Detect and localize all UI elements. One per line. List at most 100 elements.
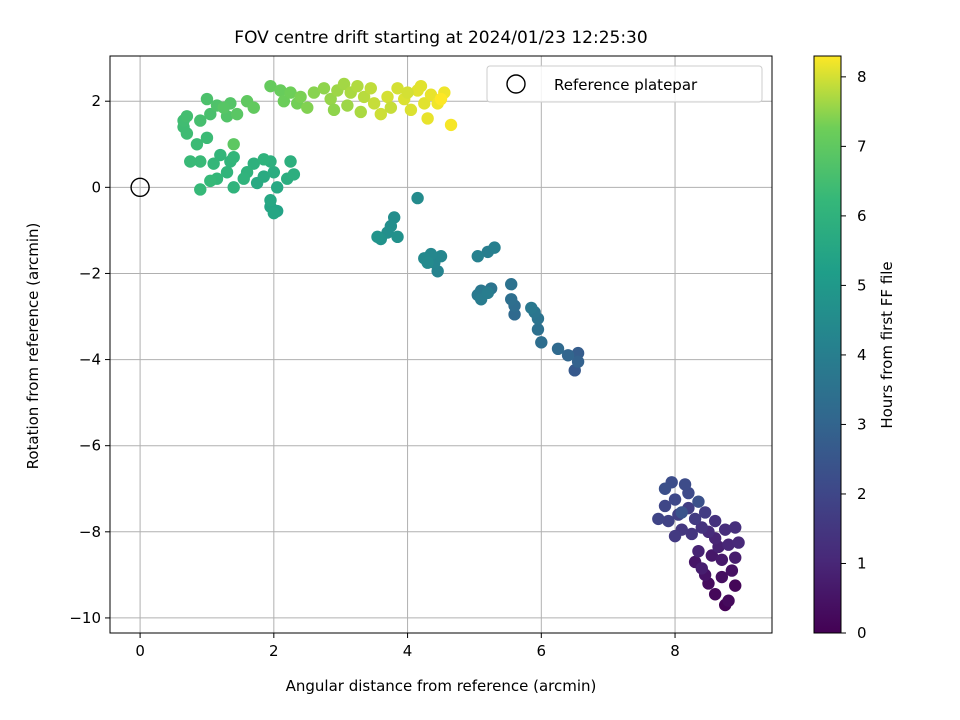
data-point	[481, 286, 495, 300]
data-point	[421, 112, 434, 125]
data-point	[190, 138, 204, 151]
data-point	[729, 521, 742, 534]
colorbar-tick-label: 0	[857, 624, 867, 642]
data-point	[732, 536, 745, 549]
colorbar-tick-label: 7	[857, 137, 867, 155]
data-point	[204, 174, 217, 188]
x-tick-label: 0	[135, 642, 145, 660]
y-tick-label: −2	[79, 264, 101, 282]
data-point	[561, 349, 575, 362]
data-point	[227, 150, 240, 164]
data-point	[525, 301, 538, 315]
data-point	[535, 336, 548, 349]
data-point	[374, 107, 388, 121]
y-tick-label: 0	[91, 178, 101, 196]
data-point	[708, 588, 722, 601]
data-point	[571, 355, 585, 368]
colorbar-gradient	[813, 55, 842, 634]
data-point	[301, 101, 314, 114]
data-point	[220, 166, 234, 179]
data-point	[204, 107, 217, 121]
data-point	[668, 493, 682, 506]
data-point	[722, 594, 735, 607]
data-point	[692, 544, 705, 558]
data-point	[257, 153, 270, 166]
data-point	[180, 110, 194, 123]
data-point	[421, 256, 434, 269]
data-point	[294, 90, 307, 104]
data-point	[404, 103, 418, 117]
data-point	[434, 92, 448, 106]
data-point	[695, 562, 708, 575]
x-tick-label: 6	[537, 642, 547, 660]
reference-platepar-marker	[130, 177, 150, 198]
data-point	[675, 506, 688, 519]
x-tick-label: 8	[670, 642, 680, 660]
data-point	[401, 86, 414, 99]
data-point	[371, 230, 384, 244]
data-point	[488, 241, 501, 254]
x-tick-label: 2	[269, 642, 279, 660]
data-point	[668, 529, 682, 543]
legend-entry-reference-platepar: Reference platepar	[554, 76, 698, 94]
data-point	[505, 293, 518, 306]
data-point	[207, 157, 220, 170]
colorbar-tick-label: 2	[857, 485, 867, 503]
data-point	[418, 97, 431, 110]
colorbar-tick-label: 6	[857, 207, 867, 225]
data-point	[284, 155, 297, 168]
data-point	[317, 82, 331, 95]
data-point	[391, 230, 404, 244]
data-point	[341, 99, 354, 112]
colorbar-tick-label: 5	[857, 276, 867, 294]
data-point	[531, 323, 545, 336]
legend: Reference platepar	[486, 65, 763, 103]
y-tick-label: −10	[69, 609, 101, 627]
data-point	[287, 168, 301, 181]
data-point	[471, 250, 484, 263]
data-point	[230, 107, 244, 121]
data-point	[692, 495, 705, 508]
data-point	[725, 564, 739, 577]
data-point	[247, 101, 260, 114]
data-points	[177, 77, 745, 612]
data-point	[257, 170, 270, 183]
data-point	[424, 88, 438, 101]
data-point	[327, 103, 341, 117]
x-axis-label: Angular distance from reference (arcmin)	[286, 677, 597, 695]
data-point	[434, 250, 448, 263]
colorbar-label: Hours from first FF file	[878, 261, 896, 428]
colorbar-tick-label: 3	[857, 415, 867, 433]
data-point	[351, 79, 364, 93]
data-point	[367, 97, 381, 110]
data-point	[698, 506, 712, 519]
data-point	[277, 95, 291, 108]
data-point	[194, 114, 207, 127]
data-point	[411, 191, 424, 205]
data-point	[444, 118, 458, 132]
data-point	[708, 514, 722, 528]
data-point	[729, 579, 742, 592]
data-point	[715, 553, 729, 566]
data-point	[715, 570, 729, 584]
data-point	[270, 181, 284, 194]
data-point	[722, 538, 735, 551]
data-point	[194, 183, 207, 196]
data-point	[391, 82, 404, 95]
data-point	[307, 86, 321, 99]
data-point	[194, 155, 207, 168]
data-point	[705, 549, 719, 562]
data-point	[354, 105, 367, 119]
legend-box	[486, 65, 763, 103]
data-point	[652, 512, 665, 526]
y-tick-label: 2	[91, 92, 101, 110]
data-point	[364, 82, 377, 95]
data-point	[685, 527, 698, 541]
data-point	[217, 101, 230, 114]
y-axis-label: Rotation from reference (arcmin)	[24, 223, 42, 470]
data-point	[267, 206, 281, 220]
colorbar-tick-label: 8	[857, 68, 867, 86]
colorbar-ticks: 0 1 2 3 4 5 6 7 8	[841, 68, 867, 642]
data-point	[662, 514, 675, 528]
